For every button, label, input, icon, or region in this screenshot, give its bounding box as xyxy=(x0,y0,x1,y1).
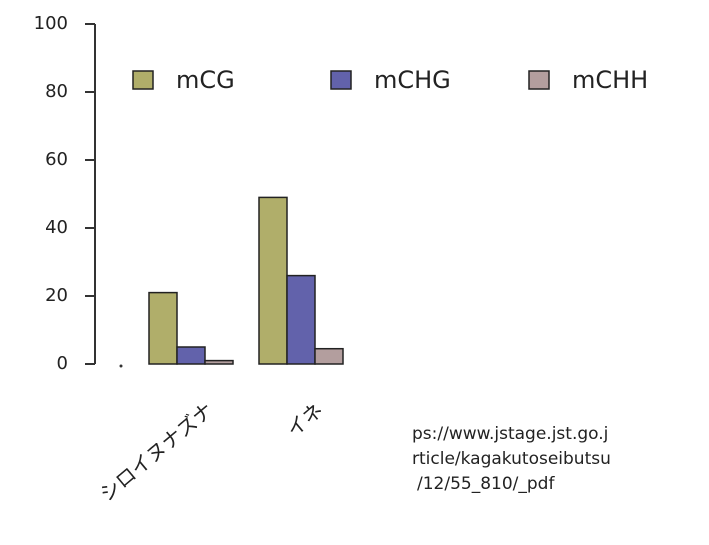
source-text: rticle/kagakutoseibutsu xyxy=(412,449,611,469)
x-tick-label: シロイヌナズナ xyxy=(95,398,218,506)
y-tick-label: 60 xyxy=(45,149,68,170)
source-text: ps://www.jstage.jst.go.j xyxy=(412,424,608,444)
dot xyxy=(119,364,123,368)
source-text: /12/55_810/_pdf xyxy=(417,474,555,494)
bar xyxy=(176,346,206,365)
y-tick-label: 0 xyxy=(57,353,68,374)
y-tick-label: 40 xyxy=(45,217,68,238)
legend-label: mCG xyxy=(176,66,235,94)
legend-swatch xyxy=(528,70,550,90)
x-tick-label: イネ xyxy=(282,398,328,442)
bar xyxy=(148,291,178,365)
bar xyxy=(258,196,288,365)
legend-swatch xyxy=(132,70,154,90)
legend-label: mCHG xyxy=(374,66,451,94)
y-tick-label: 80 xyxy=(45,81,68,102)
legend-swatch xyxy=(330,70,352,90)
y-tick-label: 20 xyxy=(45,285,68,306)
bar xyxy=(314,347,344,365)
y-tick-label: 100 xyxy=(34,13,68,34)
bar xyxy=(286,274,316,365)
legend-label: mCHH xyxy=(572,66,648,94)
bar xyxy=(204,359,234,365)
